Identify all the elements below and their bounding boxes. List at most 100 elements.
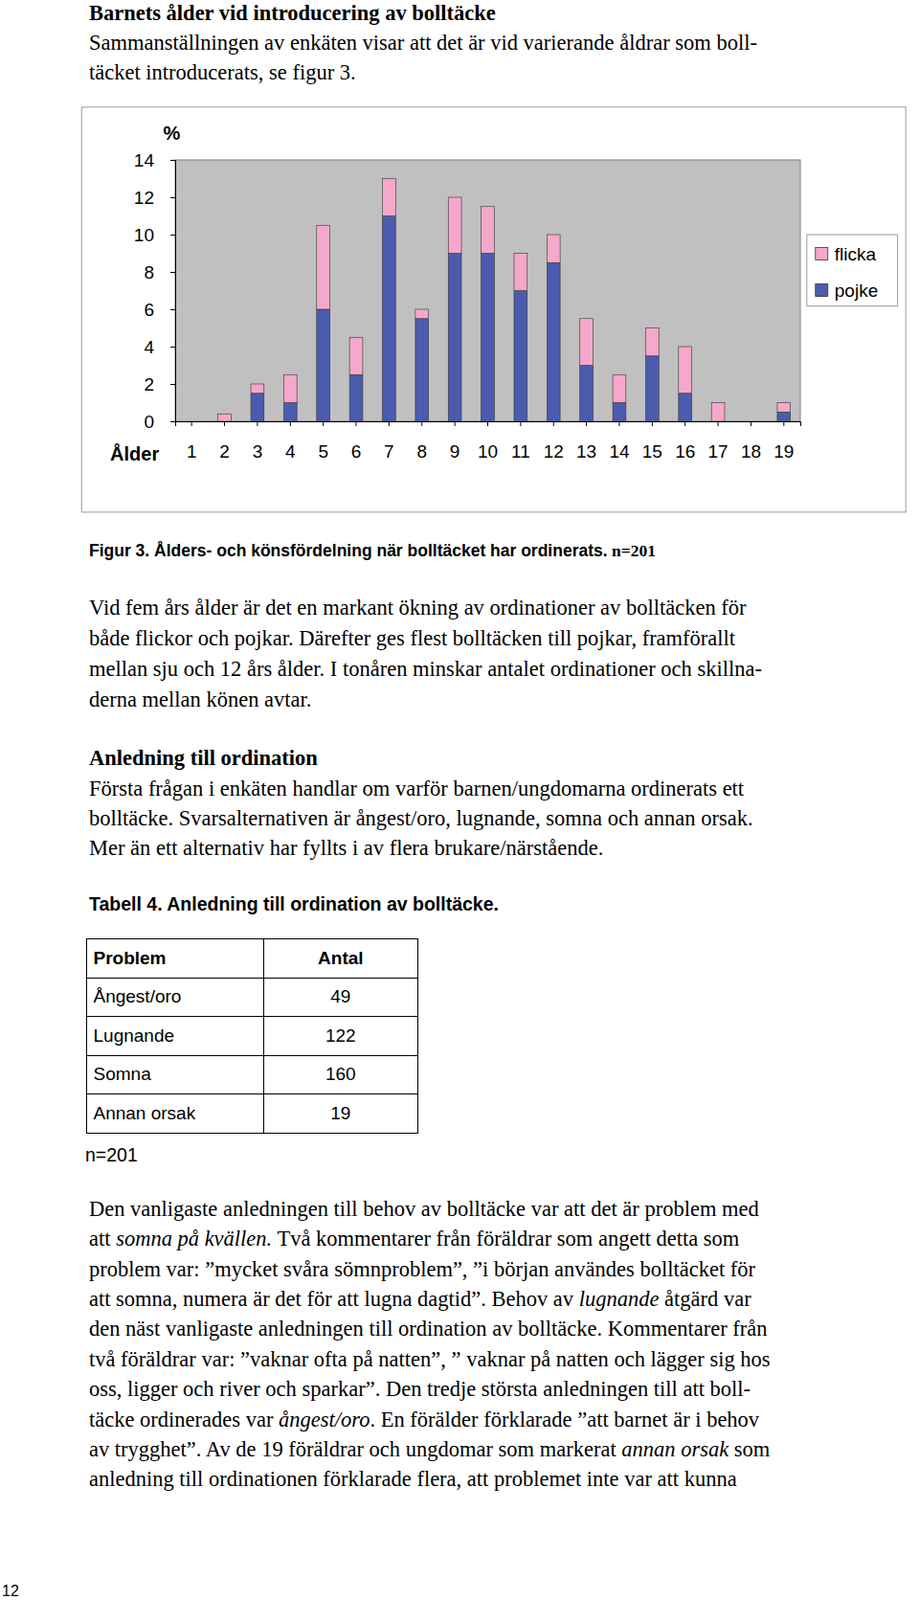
caption-text: Figur 3. Ålders- och könsfördelning när … (89, 540, 608, 561)
bar (382, 216, 397, 423)
x-tick: 17 (708, 421, 729, 462)
bar (744, 421, 759, 423)
bar (744, 421, 759, 423)
plot-area (175, 159, 801, 422)
chart-frame (81, 107, 906, 513)
x-tick-label: 12 (543, 441, 564, 462)
heading: Barnets ålder vid introducering av bollt… (89, 0, 496, 28)
y-tick-label: 8 (143, 262, 155, 283)
y-tick-mark (170, 197, 176, 199)
bar (645, 328, 659, 357)
x-tick-label: 6 (351, 441, 362, 462)
paragraph2-lines: Första frågan i enkäten handlar om varfö… (89, 773, 744, 804)
x-tick: 1 (186, 421, 198, 462)
x-tick-label: 11 (511, 441, 531, 462)
x-tick: 16 (674, 421, 695, 462)
y-tick-label: 6 (143, 299, 155, 320)
x-tick-mark (356, 421, 358, 426)
y-tick: 6 (143, 299, 176, 320)
x-tick-mark (224, 421, 225, 426)
table-cell: Annan orsak (86, 1094, 264, 1133)
x-tick-mark (651, 421, 653, 426)
text-segment: åtgärd var (658, 1286, 751, 1311)
x-tick-mark (684, 421, 686, 426)
y-tick: 2 (143, 374, 176, 395)
x-tick-label: 14 (608, 441, 630, 462)
x-tick: 9 (449, 421, 461, 462)
bar (777, 411, 791, 422)
bar (250, 393, 265, 422)
x-tick: 19 (773, 421, 794, 462)
x-tick-label: 3 (252, 441, 264, 462)
table-cell: 122 (263, 1016, 418, 1055)
y-tick-mark (170, 383, 176, 385)
table-cell: Lugnande (86, 1016, 264, 1055)
y-tick-mark (170, 234, 176, 236)
paragraph3-lines: den näst vanligaste anledningen till ord… (89, 1313, 768, 1344)
paragraph3-lines: Den vanligaste anledningen till behov av… (89, 1193, 760, 1224)
x-tick-label: 15 (642, 441, 663, 462)
y-axis: 02468101214 (134, 150, 177, 432)
y-tick-label: 2 (143, 374, 155, 395)
x-tick-mark (618, 421, 620, 426)
text-segment: somna på kvällen. (115, 1226, 272, 1251)
x-tick-mark (585, 421, 587, 426)
paragraph1-lines: Vid fem års ålder är det en markant ökni… (89, 592, 747, 624)
x-axis-label: Ålder (110, 442, 159, 465)
table-cell: Somna (86, 1054, 264, 1094)
table-cell: 19 (263, 1094, 418, 1133)
legend-key (815, 284, 829, 297)
bar (448, 197, 462, 254)
paragraph3-lines: att somna på kvällen. Två kommentarer fr… (89, 1223, 740, 1254)
legend-label: pojke (834, 280, 878, 301)
x-tick-label: 5 (317, 441, 329, 462)
figure-caption: Figur 3. Ålders- och könsfördelning när … (89, 536, 656, 565)
x-tick-label: 18 (740, 441, 762, 462)
page: Barnets ålder vid introducering av bollt… (0, 0, 919, 1600)
y-tick: 12 (134, 187, 176, 208)
text-segment: att somna, numera är det för att lugna d… (89, 1286, 580, 1311)
x-tick: 3 (252, 421, 264, 462)
y-tick: 4 (143, 336, 176, 358)
text-segment: att (89, 1226, 116, 1251)
y-tick-label: 14 (134, 150, 156, 171)
bar (382, 179, 397, 217)
bar (415, 318, 429, 422)
y-tick-mark (170, 309, 176, 311)
table-row: Lugnande122 (86, 1016, 418, 1055)
x-tick: 11 (511, 421, 531, 462)
bar (415, 309, 429, 319)
table-row: Annan orsak19 (86, 1094, 418, 1133)
x-tick-mark (421, 421, 423, 426)
bar (580, 318, 594, 366)
x-tick-label: 1 (186, 441, 198, 462)
chart: 0246810121412345678910111213141516171819… (0, 0, 919, 537)
bar (612, 374, 627, 403)
x-tick: 2 (219, 421, 230, 462)
section-heading: Anledning till ordination (89, 742, 318, 773)
bar (316, 309, 331, 422)
text-segment: lugnande (579, 1286, 660, 1311)
y-axis-line (170, 160, 177, 423)
x-tick-label: 2 (219, 441, 230, 462)
bar (645, 356, 659, 422)
paragraph2-lines: bolltäcke. Svarsalternativen är ångest/o… (89, 803, 754, 833)
text-segment: ångest/oro (278, 1407, 370, 1432)
bar (283, 374, 297, 403)
x-tick: 13 (576, 421, 597, 462)
page-number: 12 (1, 1581, 20, 1600)
x-tick-label: 17 (708, 441, 729, 462)
bar (514, 291, 528, 423)
bar (283, 403, 297, 423)
caption-n: n=201 (611, 540, 656, 561)
bar (580, 365, 594, 423)
bar (711, 403, 725, 423)
paragraph3-lines: två föräldrar var: ”vaknar ofta på natte… (89, 1344, 771, 1374)
text-segment: Två kommentarer från föräldrar som anget… (271, 1226, 740, 1251)
x-tick-label: 16 (674, 441, 695, 462)
table-header: ProblemAntal (86, 939, 418, 978)
bar (184, 421, 199, 423)
legend-label: flicka (834, 244, 877, 265)
bar (316, 224, 331, 310)
bar (184, 421, 199, 423)
